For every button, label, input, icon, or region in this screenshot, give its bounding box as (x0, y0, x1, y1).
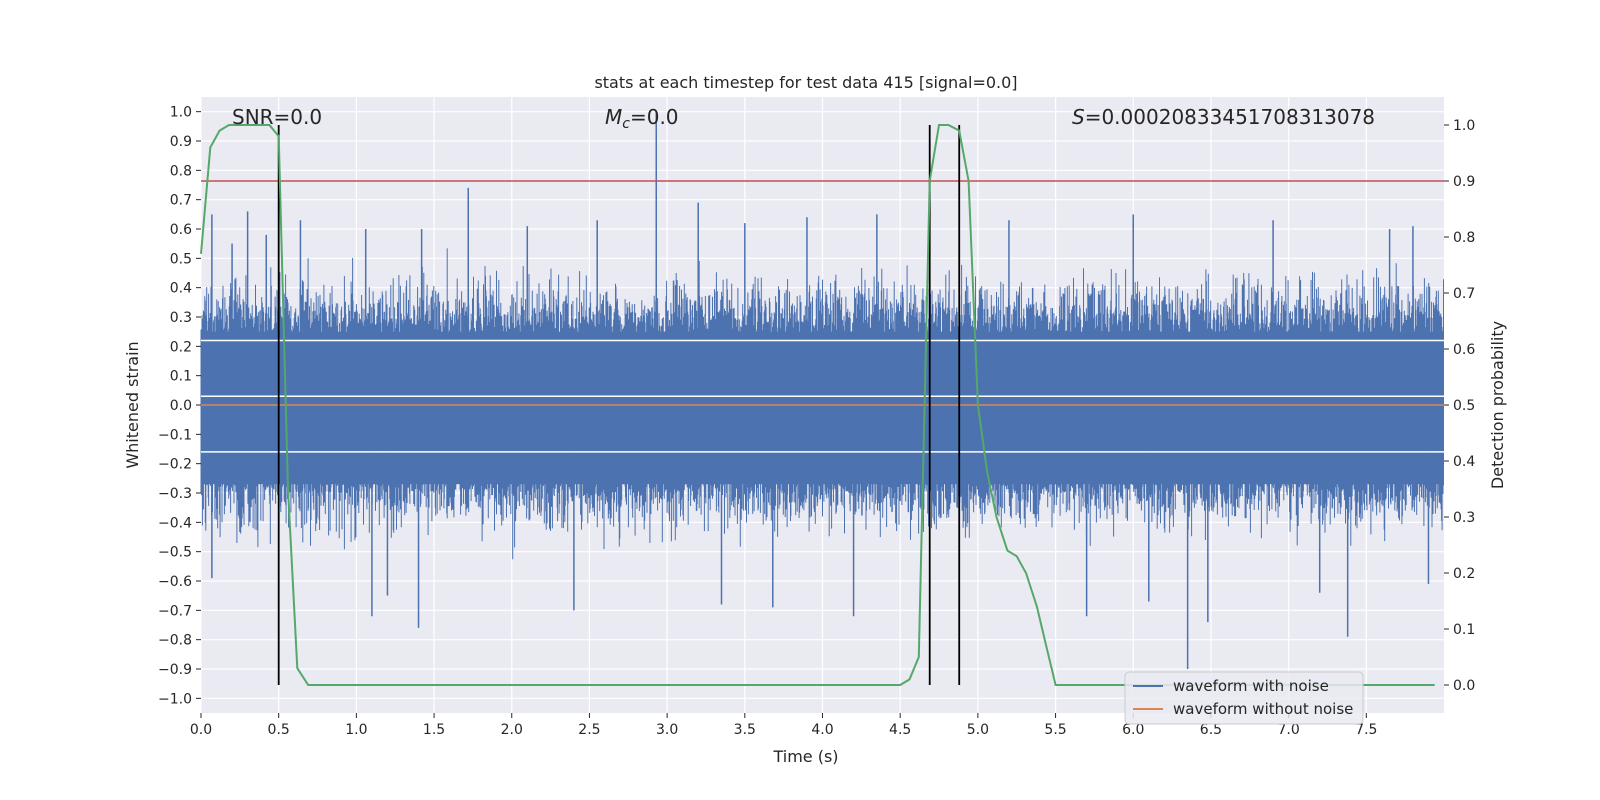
y2-tick-label: 0.4 (1453, 454, 1475, 470)
x-tick-label: 4.5 (889, 722, 911, 738)
y-tick-label: 0.3 (170, 310, 192, 326)
y2-tick-label: 0.2 (1453, 566, 1475, 582)
s-annotation: S=0.00020833451708313078 (1072, 105, 1375, 129)
y-tick-label: 0.0 (170, 398, 192, 414)
x-tick-label: 0.5 (268, 722, 290, 738)
legend: waveform with noise waveform without noi… (1124, 671, 1364, 725)
y-tick-label: −0.7 (158, 603, 192, 619)
y-tick-label: 0.5 (170, 251, 192, 267)
mc-annotation: Mc=0.0 (605, 105, 679, 132)
y-tick-label: −0.8 (158, 633, 192, 649)
x-tick-label: 6.0 (1122, 722, 1144, 738)
y-axis-label: Whitened strain (123, 341, 142, 468)
mc-subscript: c (622, 116, 630, 132)
y-tick-label: −0.3 (158, 486, 192, 502)
x-tick-label: 6.5 (1200, 722, 1222, 738)
y-tick-label: −0.5 (158, 545, 192, 561)
x-tick-label: 0.0 (190, 722, 212, 738)
y2-tick-label: 1.0 (1453, 118, 1475, 134)
y-tick-label: −0.9 (158, 662, 192, 678)
y-tick-label: −0.1 (158, 427, 192, 443)
y-tick-label: −0.6 (158, 574, 192, 590)
y2-tick-label: 0.3 (1453, 510, 1475, 526)
y-tick-label: −1.0 (158, 691, 192, 707)
x-tick-label: 7.5 (1355, 722, 1377, 738)
y2-tick-label: 0.8 (1453, 230, 1475, 246)
lines (200, 124, 1444, 686)
y2-tick-label: 0.5 (1453, 398, 1475, 414)
x-tick-label: 2.0 (501, 722, 523, 738)
y2-tick-label: 0.7 (1453, 286, 1475, 302)
y2-tick-label: 0.0 (1453, 678, 1475, 694)
mc-value: =0.0 (630, 105, 679, 129)
y-tick-label: 0.7 (170, 193, 192, 209)
x-tick-label: 1.5 (423, 722, 445, 738)
y-tick-label: −0.4 (158, 515, 192, 531)
x-tick-label: 5.5 (1044, 722, 1066, 738)
legend-label-clean: waveform without noise (1173, 700, 1353, 718)
mc-symbol: M (605, 105, 622, 129)
snr-annotation: SNR=0.0 (232, 105, 322, 129)
y2-ticks: 1.0 0.9 0.8 0.7 0.6 0.5 0.4 0.3 0.2 0.1 0.0 (1444, 118, 1475, 694)
y-tick-label: 1.0 (170, 105, 192, 121)
legend-label-noise: waveform with noise (1173, 677, 1329, 695)
y-tick-label: 0.2 (170, 339, 192, 355)
y2-tick-label: 0.6 (1453, 342, 1475, 358)
legend-box (1124, 671, 1364, 725)
detection-probability-line (200, 124, 1435, 686)
x-tick-label: 3.0 (656, 722, 678, 738)
y-tick-label: 0.1 (170, 369, 192, 385)
y-tick-label: 0.8 (170, 163, 192, 179)
y2-tick-label: 0.9 (1453, 174, 1475, 190)
x-tick-label: 7.0 (1277, 722, 1299, 738)
y-tick-label: 0.9 (170, 134, 192, 150)
y-tick-label: 0.6 (170, 222, 192, 238)
x-tick-label: 4.0 (811, 722, 833, 738)
y-tick-label: 0.4 (170, 281, 192, 297)
y-ticks: 1.0 0.9 0.8 0.7 0.6 0.5 0.4 0.3 0.2 0.1 0.0 −0.1 −0.… (158, 105, 201, 707)
y-tick-label: −0.2 (158, 457, 192, 473)
x-tick-label: 5.0 (967, 722, 989, 738)
s-value: =0.00020833451708313078 (1085, 105, 1375, 129)
y2-tick-label: 0.1 (1453, 622, 1475, 638)
x-tick-label: 3.5 (734, 722, 756, 738)
x-axis-label: Time (s) (772, 747, 838, 766)
x-tick-label: 1.0 (345, 722, 367, 738)
chart-title: stats at each timestep for test data 415… (594, 73, 1017, 92)
s-symbol: S (1072, 105, 1085, 129)
y2-axis-label: Detection probability (1488, 321, 1507, 489)
noise-series (200, 111, 1444, 669)
x-tick-label: 2.5 (578, 722, 600, 738)
